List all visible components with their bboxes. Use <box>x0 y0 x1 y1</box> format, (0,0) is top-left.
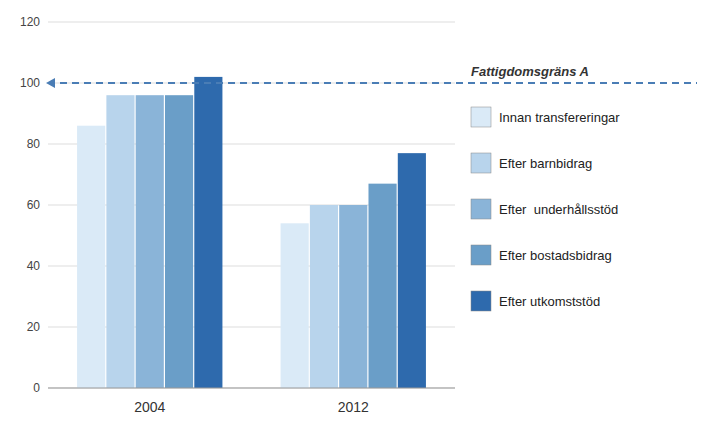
bar <box>339 205 367 388</box>
legend-label: Innan transfereringar <box>499 110 620 125</box>
legend-label: Efter underhållsstöd <box>499 202 618 217</box>
bar <box>194 77 222 388</box>
x-axis <box>48 388 455 389</box>
y-tick-label: 40 <box>27 259 41 273</box>
legend: Innan transfereringar Efter barnbidrag Eft… <box>471 107 620 311</box>
arrow-head <box>46 78 55 88</box>
legend-swatch <box>471 153 491 173</box>
reference-line <box>48 82 697 84</box>
legend-swatch <box>471 199 491 219</box>
bar <box>106 95 134 388</box>
grid-line <box>48 22 455 23</box>
grid <box>48 22 455 388</box>
legend-swatch <box>471 245 491 265</box>
bar <box>136 95 164 388</box>
bar <box>281 223 309 388</box>
legend-swatch <box>471 291 491 311</box>
bar <box>368 184 396 388</box>
legend-label: Efter barnbidrag <box>499 156 592 171</box>
y-tick-label: 20 <box>27 320 41 334</box>
bars <box>77 77 426 388</box>
bar <box>77 126 105 388</box>
y-tick-label: 120 <box>20 15 40 29</box>
x-tick-label: 2004 <box>134 399 165 415</box>
bar <box>165 95 193 388</box>
bar <box>398 153 426 388</box>
y-tick-label: 60 <box>27 198 41 212</box>
grid-line <box>48 388 455 389</box>
y-tick-label: 100 <box>20 76 40 90</box>
legend-swatch <box>471 107 491 127</box>
chart: 0 20 40 60 80 100 120 2004 2012 Fattigdomsgräns A… <box>0 0 711 430</box>
x-tick-label: 2012 <box>338 399 369 415</box>
y-tick-label: 80 <box>27 137 41 151</box>
legend-label: Efter bostadsbidrag <box>499 248 612 263</box>
y-tick-label: 0 <box>33 381 40 395</box>
bar <box>310 205 338 388</box>
annotation: Fattigdomsgräns A <box>471 64 589 79</box>
legend-label: Efter utkomststöd <box>499 294 600 309</box>
